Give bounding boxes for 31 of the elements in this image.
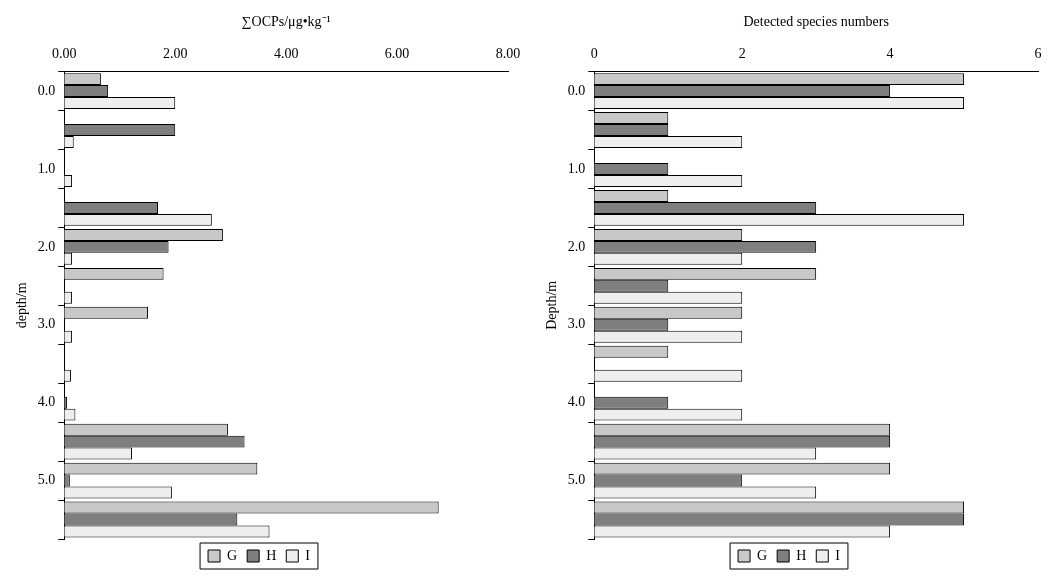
x-tick-label: 6.00 bbox=[384, 45, 410, 61]
x-tick-label: 4.00 bbox=[273, 45, 299, 61]
x-axis-title: Detected species numbers bbox=[743, 14, 889, 30]
y-tick-label: 3.0 bbox=[567, 316, 586, 332]
x-tick-label: 0 bbox=[590, 45, 598, 61]
y-tick-label: 5.0 bbox=[37, 472, 56, 488]
y-tick-label: 4.0 bbox=[37, 394, 56, 410]
y-tick-label: 2.0 bbox=[37, 238, 56, 254]
y-tick-label: 2.0 bbox=[567, 238, 586, 254]
y-tick-label: 5.0 bbox=[567, 472, 586, 488]
y-axis-title: depth/m bbox=[14, 282, 30, 329]
x-tick-label: 6 bbox=[1034, 45, 1042, 61]
legend-label: G bbox=[227, 547, 238, 563]
y-tick-label: 4.0 bbox=[567, 394, 586, 410]
y-tick-label: 0.0 bbox=[567, 82, 586, 98]
legend-label: I bbox=[305, 547, 311, 563]
legend-label: I bbox=[835, 547, 841, 563]
y-axis-title: Depth/m bbox=[544, 280, 560, 330]
x-tick-label: 2 bbox=[738, 45, 746, 61]
x-tick-label: 4 bbox=[886, 45, 894, 61]
x-tick-label: 0.00 bbox=[52, 45, 77, 61]
x-axis-title: ∑OCPs/μg•kg⁻¹ bbox=[241, 14, 331, 30]
legend-label: G bbox=[757, 547, 768, 563]
y-tick-label: 0.0 bbox=[37, 82, 56, 98]
legend-label: H bbox=[266, 547, 277, 563]
y-tick-label: 3.0 bbox=[37, 316, 56, 332]
y-tick-label: 1.0 bbox=[567, 160, 586, 176]
y-tick-label: 1.0 bbox=[37, 160, 56, 176]
x-tick-label: 8.00 bbox=[495, 45, 521, 61]
x-tick-label: 2.00 bbox=[162, 45, 188, 61]
legend-label: H bbox=[796, 547, 807, 563]
